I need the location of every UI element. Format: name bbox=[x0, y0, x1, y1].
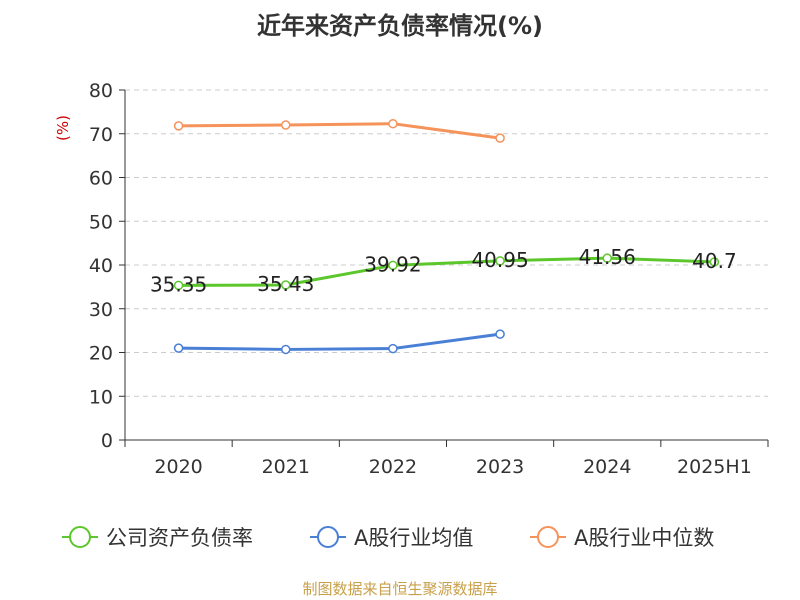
data-label: 41.56 bbox=[579, 245, 636, 269]
series-line bbox=[178, 256, 715, 287]
x-tick-label: 2020 bbox=[154, 456, 202, 478]
y-axis-label: (%) bbox=[54, 115, 72, 141]
data-point bbox=[709, 257, 720, 267]
legend-marker bbox=[69, 526, 91, 548]
series-line bbox=[178, 332, 501, 351]
legend-marker bbox=[317, 526, 339, 548]
data-label: 40.7 bbox=[692, 249, 737, 273]
y-tick-label: 60 bbox=[89, 168, 113, 190]
y-tick-label: 20 bbox=[89, 343, 113, 365]
y-tick-label: 80 bbox=[89, 80, 113, 102]
y-tick-label: 40 bbox=[89, 255, 113, 277]
data-point bbox=[388, 260, 398, 271]
data-labels: 35.35 35.43 39.92 40.95 41.56 40.7 bbox=[150, 245, 737, 296]
x-tick-label: 2021 bbox=[262, 456, 310, 478]
data-point bbox=[388, 343, 398, 354]
data-point bbox=[281, 280, 291, 290]
chart-title: 近年来资产负债率情况(%) bbox=[257, 12, 543, 40]
legend-label: A股行业均值 bbox=[354, 526, 473, 550]
legend: 公司资产负债率 A股行业均值 A股行业中位数 bbox=[62, 526, 714, 550]
y-tick-label: 0 bbox=[101, 430, 113, 452]
legend-marker bbox=[537, 526, 559, 548]
y-tick-label: 10 bbox=[89, 386, 113, 408]
legend-label: A股行业中位数 bbox=[574, 526, 714, 550]
series-line bbox=[178, 122, 501, 140]
data-label: 39.92 bbox=[364, 252, 421, 276]
source-footer: 制图数据来自恒生聚源数据库 bbox=[302, 580, 498, 598]
data-point bbox=[495, 329, 505, 339]
data-point bbox=[495, 133, 505, 143]
grid-lines bbox=[125, 89, 768, 397]
data-point bbox=[173, 343, 184, 353]
data-point bbox=[173, 121, 184, 131]
y-tick-label: 50 bbox=[89, 211, 113, 233]
data-point bbox=[388, 118, 398, 129]
data-point bbox=[495, 256, 505, 266]
legend-label: 公司资产负债率 bbox=[106, 526, 253, 550]
data-point bbox=[281, 344, 291, 355]
x-tick-label: 2025H1 bbox=[677, 456, 752, 478]
x-tick-label: 2023 bbox=[476, 456, 524, 478]
data-label: 35.43 bbox=[257, 272, 314, 296]
axes: 0 10 20 30 40 50 60 70 80 2020 2021 2022 2023 2024 202… bbox=[54, 80, 769, 478]
y-tick-label: 30 bbox=[89, 299, 113, 321]
data-point bbox=[281, 120, 291, 130]
x-tick-label: 2024 bbox=[583, 456, 631, 478]
data-point bbox=[173, 280, 184, 291]
data-label: 40.95 bbox=[471, 248, 528, 272]
data-label: 35.35 bbox=[150, 272, 207, 296]
x-tick-label: 2022 bbox=[369, 456, 417, 478]
y-tick-label: 70 bbox=[89, 124, 113, 146]
data-point bbox=[602, 253, 612, 263]
series bbox=[173, 118, 720, 355]
